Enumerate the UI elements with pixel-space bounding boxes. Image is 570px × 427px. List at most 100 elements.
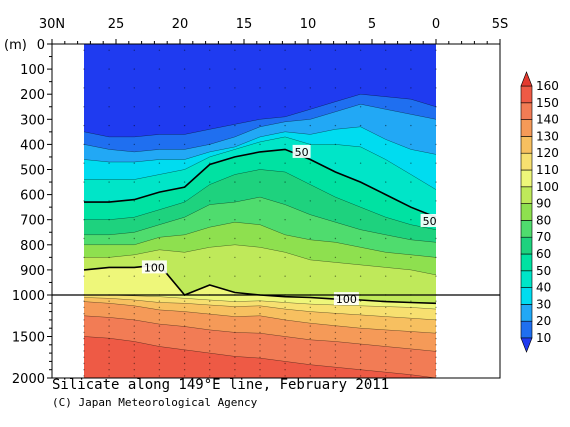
sample-point — [334, 337, 337, 340]
sample-point — [158, 356, 161, 358]
colorbar-label: 40 — [536, 281, 551, 295]
contour-line-80 — [84, 221, 437, 258]
contour-label: 50 — [295, 146, 309, 159]
sample-point — [259, 68, 261, 70]
sample-point — [234, 143, 236, 146]
sample-point — [83, 237, 85, 240]
sample-point — [158, 143, 161, 146]
sample-point — [435, 87, 437, 89]
sample-point — [183, 319, 186, 321]
sample-point — [359, 306, 362, 309]
sample-point — [385, 87, 387, 89]
contour-line-130 — [83, 301, 437, 334]
sample-point — [133, 356, 135, 358]
sample-point — [133, 181, 135, 183]
sample-point — [133, 68, 135, 70]
sample-point — [183, 68, 186, 70]
sample-point — [309, 337, 311, 340]
sample-point — [284, 219, 286, 221]
sample-point — [183, 362, 186, 365]
sample-point — [309, 331, 311, 334]
colorbar-label: 100 — [536, 180, 559, 194]
sample-point — [284, 325, 286, 327]
sample-point — [133, 124, 135, 127]
sample-point — [359, 181, 362, 183]
colorbar-swatch — [520, 169, 533, 188]
sample-point — [158, 124, 161, 127]
sample-point — [334, 162, 337, 164]
sample-point — [83, 162, 85, 164]
sample-point — [385, 344, 387, 346]
contour-label-bg — [141, 260, 167, 274]
sample-point — [234, 313, 236, 315]
colorbar-swatch — [520, 119, 533, 137]
contour-line-40 — [84, 136, 437, 190]
sample-point — [410, 331, 412, 334]
colorbar-min-arrow — [520, 337, 533, 353]
sample-point — [234, 68, 236, 70]
sample-point — [284, 362, 286, 365]
sample-point — [309, 219, 311, 221]
sample-point — [435, 313, 437, 315]
sample-point — [158, 369, 161, 371]
sample-point — [133, 237, 135, 240]
sample-point — [209, 350, 211, 352]
sample-point — [334, 369, 337, 371]
sample-point — [234, 181, 236, 183]
sample-point — [108, 237, 110, 240]
sample-point — [284, 106, 286, 108]
contour-line-140 — [83, 315, 437, 352]
sample-point — [284, 256, 286, 259]
contour-line-90 — [84, 244, 437, 276]
sample-point — [284, 356, 286, 358]
sample-point — [435, 325, 437, 327]
sample-point — [334, 68, 337, 70]
sample-point — [158, 219, 161, 221]
sample-point — [158, 300, 161, 302]
sample-point — [183, 237, 186, 240]
sample-point — [209, 49, 211, 51]
sample-point — [309, 124, 311, 127]
sample-point — [435, 68, 437, 70]
sample-point — [83, 325, 85, 327]
colorbar-label: 160 — [536, 79, 559, 93]
sample-point — [435, 350, 437, 352]
y-tick-label: 2000 — [12, 372, 45, 387]
sample-point — [334, 143, 337, 146]
sample-point — [259, 143, 261, 146]
sample-point — [158, 49, 161, 51]
sample-point — [410, 356, 412, 358]
sample-point — [334, 87, 337, 89]
sample-point — [183, 162, 186, 164]
sample-point — [133, 87, 135, 89]
sample-point — [83, 350, 85, 352]
sample-point — [158, 325, 161, 327]
sample-point — [385, 350, 387, 352]
sample-point — [234, 331, 236, 334]
colorbar-label: 50 — [536, 264, 551, 278]
sample-point — [309, 49, 311, 51]
sample-point — [234, 106, 236, 108]
sample-point — [133, 350, 135, 352]
colorbar-swatch — [520, 102, 533, 120]
sample-point — [83, 362, 85, 365]
sample-point — [359, 106, 362, 108]
sample-point — [309, 325, 311, 327]
sample-point — [108, 124, 110, 127]
sample-point — [385, 300, 387, 302]
sample-point — [183, 181, 186, 183]
sample-point — [158, 200, 161, 202]
sample-point — [234, 306, 236, 309]
sample-point — [108, 375, 110, 377]
sample-point — [183, 337, 186, 340]
sample-point — [334, 313, 337, 315]
sample-point — [309, 356, 311, 358]
sample-point — [259, 325, 261, 327]
sample-point — [158, 375, 161, 377]
contour-label: 100 — [336, 293, 357, 306]
sample-point — [435, 49, 437, 51]
sample-point — [385, 313, 387, 315]
sample-point — [334, 256, 337, 259]
sample-point — [234, 300, 236, 302]
sample-point — [209, 331, 211, 334]
